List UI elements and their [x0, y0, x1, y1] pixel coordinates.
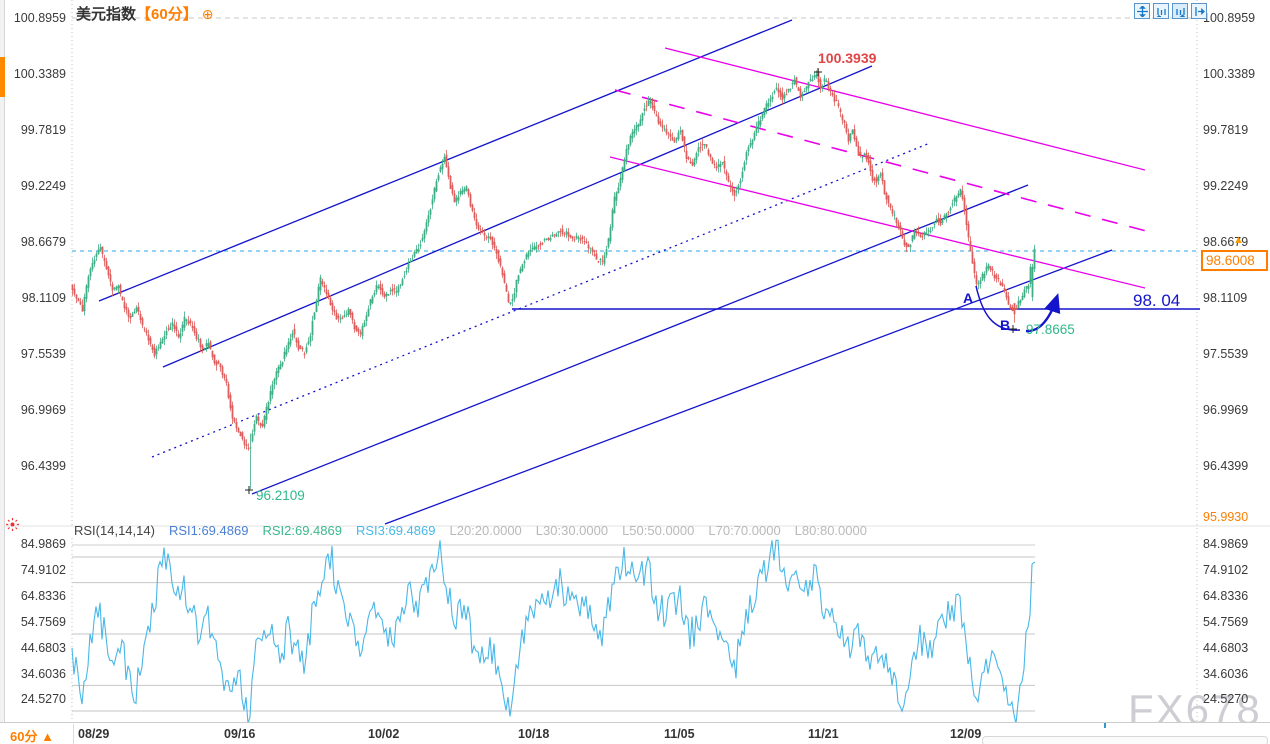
candle-bodies-up	[83, 74, 1036, 449]
price-axis-tick-right: 98.1109	[1203, 291, 1248, 305]
price-axis-tick-right: 96.4399	[1203, 459, 1249, 473]
rsi-axis-tick-right: 84.9869	[1203, 537, 1249, 552]
rsi-axis-tick-right: 44.6803	[1203, 640, 1249, 655]
down-trend-dashed[interactable]	[614, 89, 1151, 233]
price-axis-tick-left: 97.5539	[20, 347, 66, 361]
up-channel-dotted[interactable]	[151, 142, 931, 458]
peak-price-label: 100.3939	[818, 50, 877, 66]
up-channel-line-2[interactable]	[162, 65, 873, 368]
rsi-axis-tick-left: 34.6036	[20, 666, 66, 681]
x-axis-tick: 11/05	[664, 727, 695, 741]
measure-plus-marker	[245, 486, 253, 494]
price-axis-tick-left: 98.1109	[21, 291, 66, 305]
bottom-bar-divider	[73, 724, 74, 744]
rsi-axis-tick-left: 44.6803	[20, 640, 66, 655]
time-axis-bar	[0, 722, 1270, 744]
support-level-label: 98. 04	[1133, 291, 1181, 310]
next-range-icon[interactable]	[1172, 3, 1188, 19]
price-axis-tick-right: 99.2249	[1203, 179, 1249, 193]
x-axis-tick: 12/09	[950, 727, 982, 741]
up-channel-line-3[interactable]	[251, 184, 1029, 495]
price-axis-tick-right: 100.3389	[1203, 67, 1256, 81]
rsi-axis-tick-left: 24.5270	[20, 692, 66, 707]
rsi-level-label: L50:50.0000	[622, 523, 695, 538]
measure-plus-marker	[814, 68, 822, 76]
price-axis-tick-left: 98.6679	[20, 235, 66, 249]
chart-header: 美元指数【60分】 ⊕	[76, 3, 213, 24]
price-axis-tick-left: 96.9969	[20, 403, 66, 417]
price-axis-tick-left: 100.8959	[13, 11, 66, 25]
measure-plus-marker	[1009, 325, 1017, 333]
rsi-level-label: L70:70.0000	[708, 523, 781, 538]
point-b-label: B	[1000, 317, 1011, 333]
rsi-axis-tick-left: 54.7569	[20, 614, 66, 629]
rsi-level-label: L20:20.0000	[449, 523, 522, 538]
point-a-label: A	[963, 290, 974, 306]
down-trend-line-1[interactable]	[664, 47, 1146, 171]
x-axis-tick: 11/21	[808, 727, 839, 741]
down-trend-line-2[interactable]	[609, 156, 1146, 289]
current-price-box: 98.6008	[1201, 250, 1268, 271]
rsi-axis-tick-right: 34.6036	[1203, 666, 1249, 681]
price-axis-tick-right: 96.9969	[1203, 403, 1249, 417]
rsi1-value: RSI1:69.4869	[168, 523, 249, 538]
ab-arrow	[1025, 293, 1061, 333]
x-axis-tick: 10/02	[368, 727, 400, 741]
add-indicator-icon[interactable]: ⊕	[201, 6, 214, 22]
price-axis-tick-left: 100.3389	[13, 67, 66, 81]
left-edge-strip	[0, 0, 5, 744]
export-icon[interactable]	[1191, 3, 1207, 19]
price-axis-tick-right: 100.8959	[1203, 11, 1256, 25]
prev-range-icon[interactable]	[1153, 3, 1169, 19]
price-axis-tick-left: 96.4399	[20, 459, 66, 473]
up-channel-line-1[interactable]	[98, 19, 793, 302]
period-selector[interactable]: 60分 ▲	[10, 726, 54, 744]
rsi-axis-tick-left: 74.9102	[20, 563, 66, 578]
rsi-axis-tick-right: 64.8336	[1203, 588, 1249, 603]
rsi-line	[71, 539, 1036, 725]
candle-bodies-down	[71, 72, 1018, 449]
price-axis-tick-right: 97.5539	[1203, 347, 1249, 361]
rsi2-value: RSI2:69.4869	[262, 523, 342, 538]
price-axis-tick-left: 99.2249	[20, 179, 66, 193]
rsi-level-labels: L20:20.0000 L30:30.0000 L50:50.0000 L70:70.…	[449, 523, 880, 538]
b-low-price-label: 97.8665	[1026, 322, 1075, 337]
rsi-axis-tick-left: 84.9869	[20, 537, 66, 552]
left-orange-indicator-bar	[0, 57, 5, 97]
chart-toolbar	[1134, 3, 1207, 19]
rsi-axis-tick-right: 24.5270	[1203, 692, 1249, 707]
low-price-label: 96.2109	[256, 488, 305, 503]
chart-period-tag: 【60分】	[136, 6, 198, 23]
rsi-indicator-header: RSI(14,14,14) RSI1:69.4869 RSI2:69.4869 RSI…	[74, 523, 895, 538]
rsi-level-label: L80:80.0000	[794, 523, 867, 538]
pan-icon[interactable]	[1134, 3, 1150, 19]
price-axis-tick-right: 99.7819	[1203, 123, 1249, 137]
x-axis-tick: 08/29	[78, 727, 110, 741]
indicator-settings-icon[interactable]	[5, 517, 20, 537]
rsi-name: RSI(14,14,14)	[74, 523, 155, 538]
up-channel-line-4[interactable]	[384, 249, 1113, 525]
rsi-level-label: L30:30.0000	[535, 523, 609, 538]
candle-wicks-down	[72, 68, 1017, 451]
rsi-axis-tick-left: 64.8336	[20, 588, 66, 603]
x-axis-tick: 09/16	[224, 727, 256, 741]
rsi-axis-tick-right: 54.7569	[1203, 614, 1249, 629]
rsi-axis-tick-right: 74.9102	[1203, 563, 1249, 578]
x-axis-tick: 10/18	[518, 727, 550, 741]
horizontal-scrollbar[interactable]	[982, 736, 1268, 744]
chart-title: 美元指数	[76, 6, 137, 23]
price-up-arrow-icon: ▲	[1233, 234, 1244, 246]
rsi3-value: RSI3:69.4869	[355, 523, 436, 538]
candle-wicks-up	[84, 70, 1035, 489]
period-up-arrow-icon: ▲	[41, 729, 54, 744]
price-axis-tick-right: 98.6679	[1203, 235, 1249, 249]
period-label: 60分	[10, 729, 38, 744]
price-axis-extra-bottom: 95.9930	[1203, 510, 1249, 524]
price-axis-tick-left: 99.7819	[20, 123, 66, 137]
cursor-position-tick	[1104, 723, 1106, 728]
